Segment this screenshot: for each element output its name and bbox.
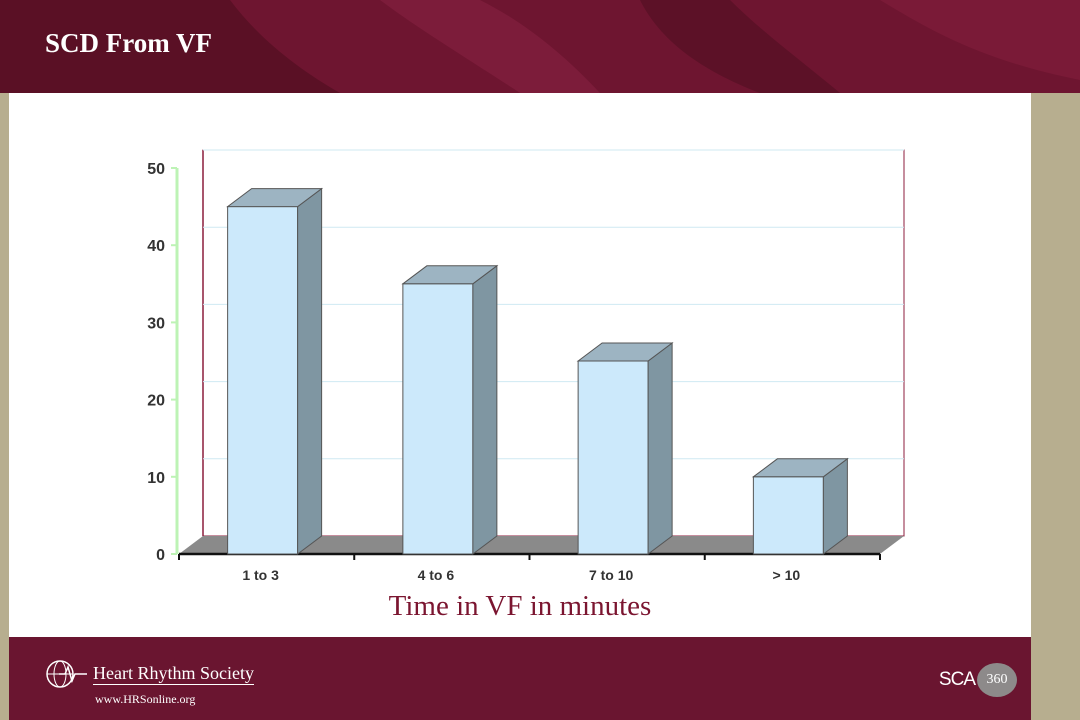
y-tick-label-1: 10	[147, 470, 165, 487]
bar-chart: 0 10 20 30 40 50 1 to 3 4 to 6 7 to 10 > 10	[147, 149, 905, 583]
bar-top-1	[401, 265, 499, 285]
bar-1	[402, 283, 474, 555]
y-tick-label-4: 40	[147, 238, 165, 255]
chart-floor	[179, 536, 904, 554]
slide-header: SCD From VF	[0, 0, 1080, 93]
bar-3	[752, 476, 824, 555]
x-tick-label-1: 4 to 6	[418, 567, 455, 583]
bar-top-2	[576, 342, 674, 362]
slide-title: SCD From VF	[45, 28, 212, 58]
x-tick-label-0: 1 to 3	[242, 567, 279, 583]
x-tick-label-3: > 10	[773, 567, 801, 583]
bar-2	[577, 360, 649, 555]
sca-logo-number: 360	[977, 663, 1017, 697]
hrs-logo: Heart Rhythm Society	[45, 659, 254, 689]
y-tick-label-5: 50	[147, 161, 165, 178]
bar-top-0	[226, 188, 324, 208]
x-axis-title: Time in VF in minutes	[388, 590, 652, 622]
heart-globe-icon	[46, 660, 87, 688]
y-tick-label-0: 0	[156, 547, 165, 564]
y-tick-label-2: 20	[147, 393, 165, 410]
sca-logo: SCA 360	[939, 663, 1017, 697]
slide-footer: Heart Rhythm Society www.HRSonline.org S…	[9, 637, 1031, 720]
bar-top-3	[751, 458, 849, 478]
header-wave-decoration	[0, 0, 1080, 93]
sca-logo-text: SCA	[938, 669, 976, 690]
bar-side-1	[472, 264, 498, 555]
bar-side-2	[647, 342, 673, 555]
bar-0	[227, 206, 299, 555]
y-tick-label-3: 30	[147, 315, 165, 332]
x-tick-label-2: 7 to 10	[589, 567, 634, 583]
chart-area: 0 10 20 30 40 50 1 to 3 4 to 6 7 to 10 > 10 Time …	[9, 93, 1031, 637]
org-name: Heart Rhythm Society	[93, 663, 254, 685]
bar-side-0	[297, 187, 323, 555]
org-url: www.HRSonline.org	[95, 692, 196, 706]
